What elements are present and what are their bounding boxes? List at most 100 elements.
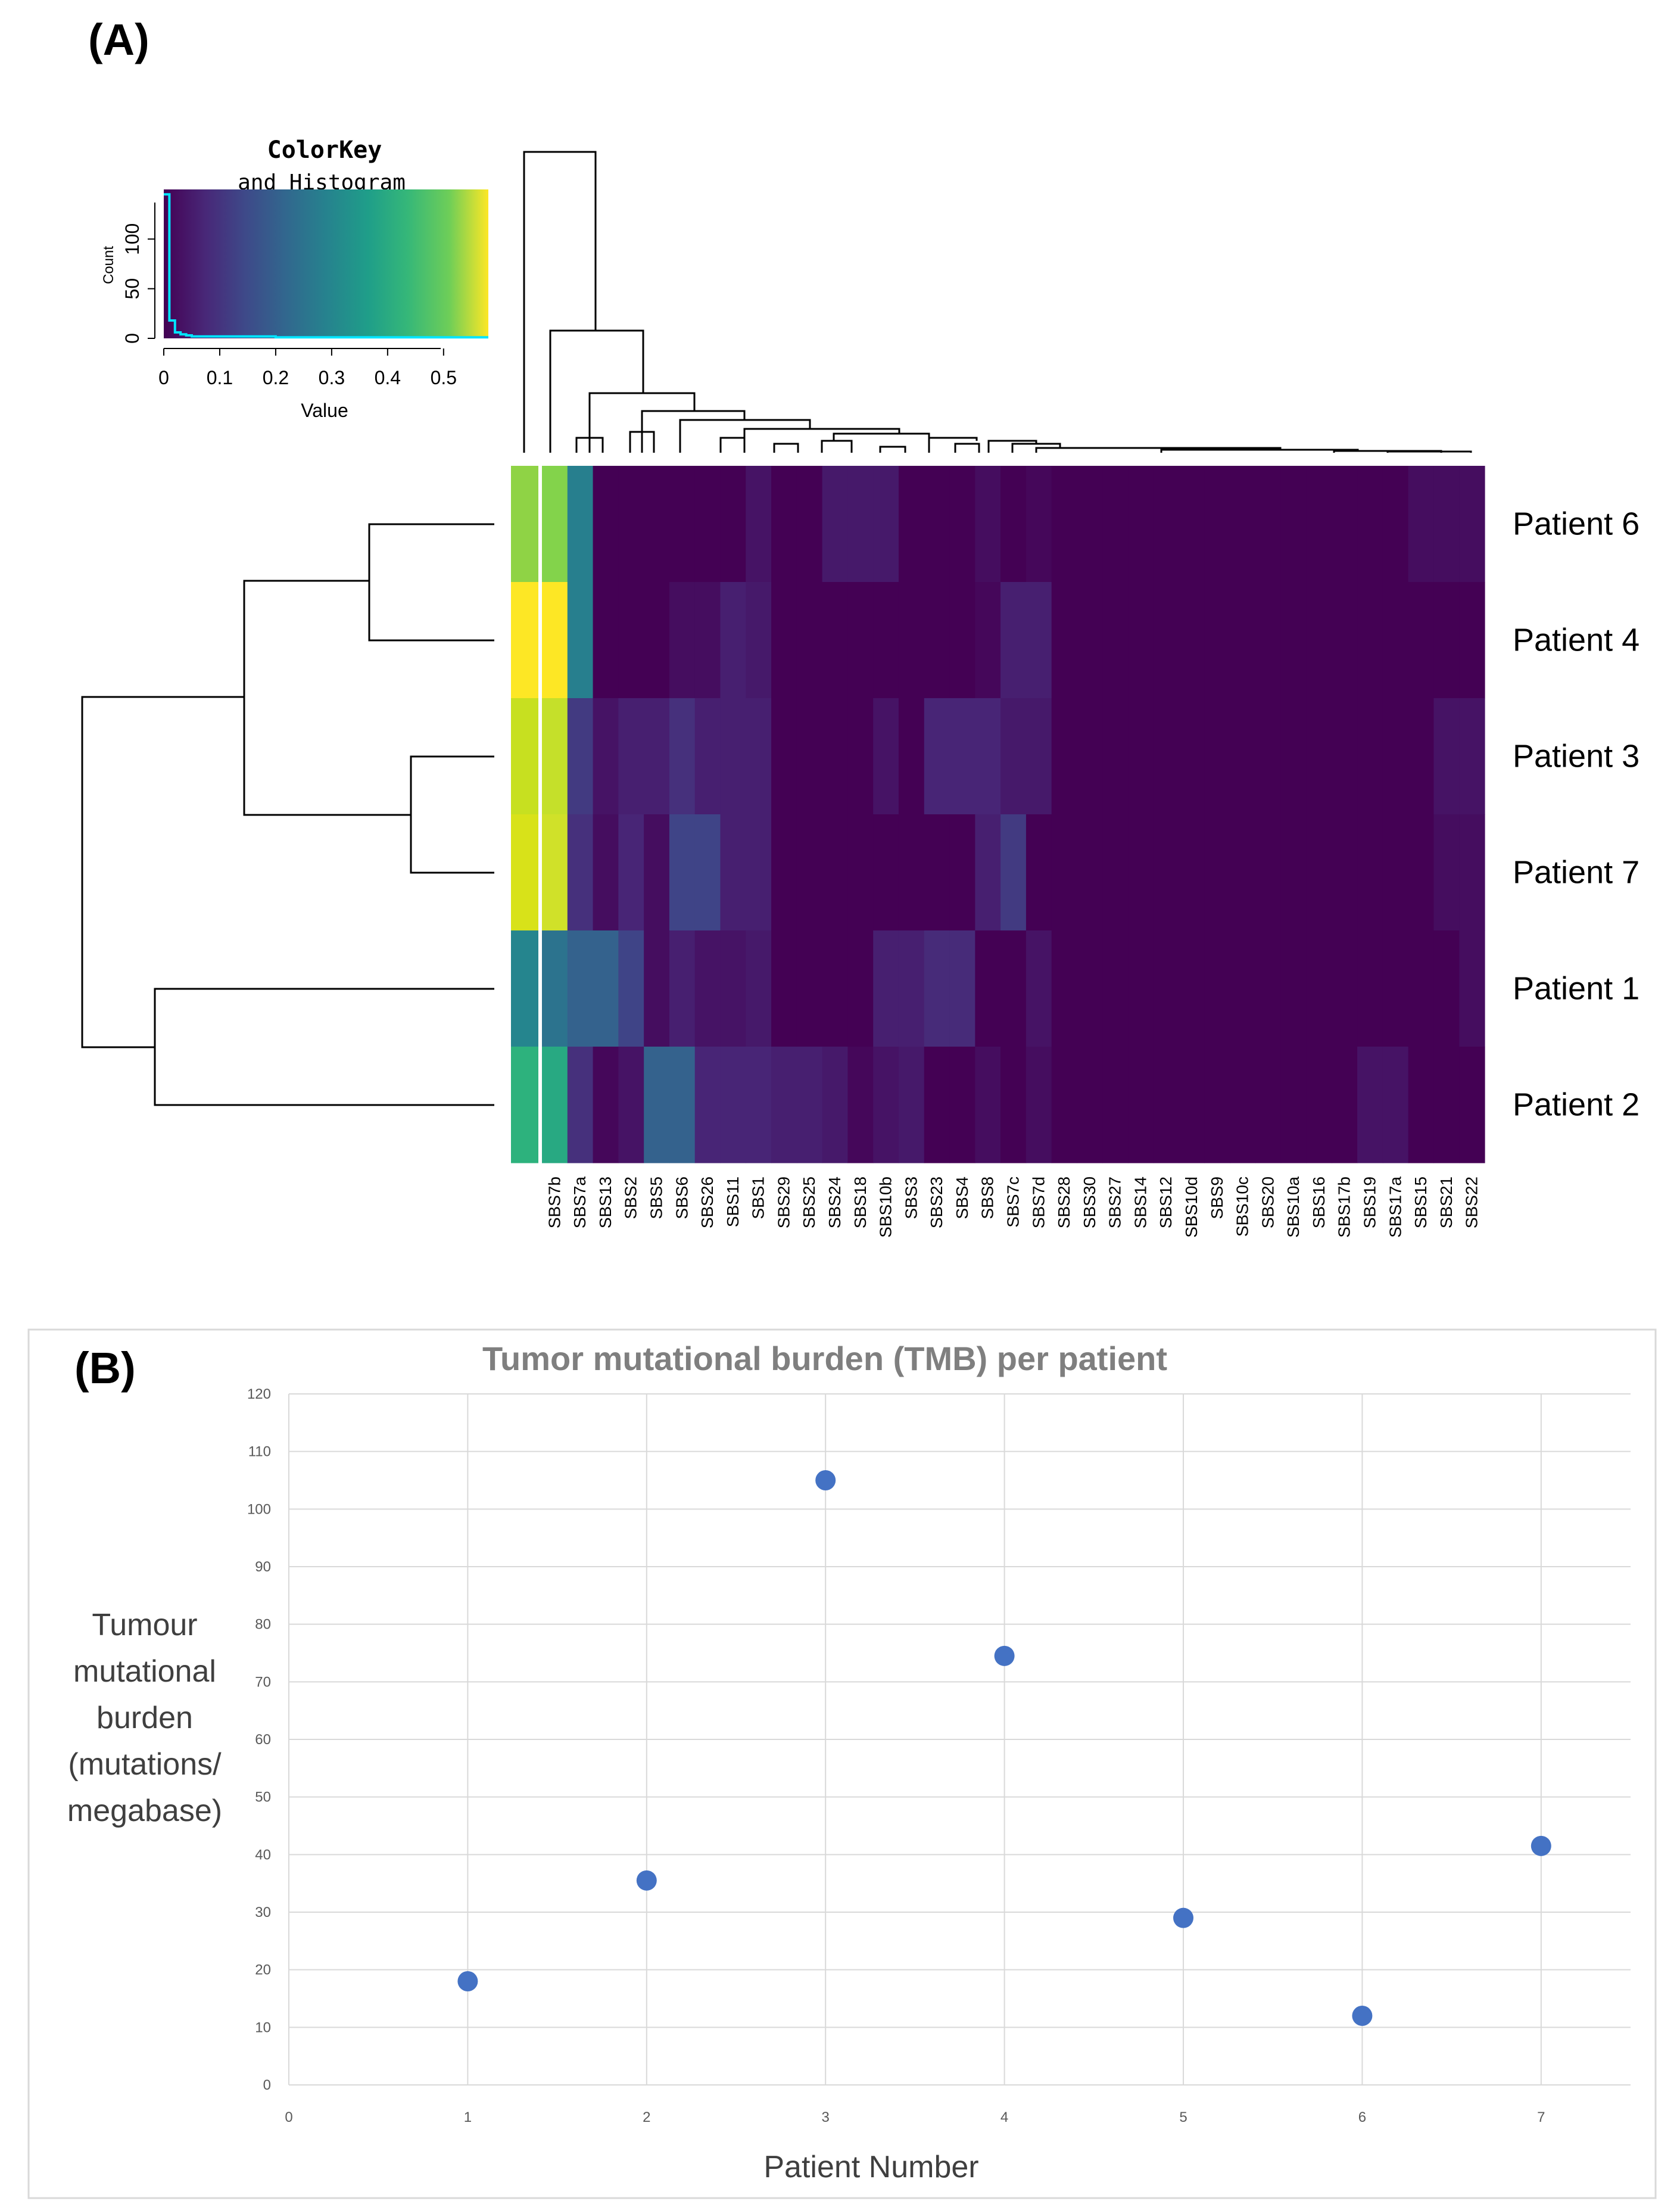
heatmap-cell bbox=[1255, 930, 1282, 1047]
heatmap-cell bbox=[1357, 814, 1383, 931]
heatmap-cell bbox=[1026, 930, 1052, 1047]
x-tick-label: 1 bbox=[464, 2109, 472, 2125]
column-label: SBS28 bbox=[1055, 1176, 1073, 1228]
heatmap-cell bbox=[694, 698, 721, 815]
heatmap-cell bbox=[873, 698, 899, 815]
y-tick-label: 40 bbox=[255, 1847, 271, 1863]
heatmap-cell bbox=[949, 582, 975, 699]
heatmap-cell bbox=[1433, 698, 1460, 815]
heatmap-cell bbox=[1306, 582, 1332, 699]
color-key-x-tick-label: 0.3 bbox=[319, 367, 345, 388]
column-label: SBS4 bbox=[953, 1176, 971, 1219]
column-dendrogram bbox=[523, 151, 1472, 453]
heatmap-cell bbox=[924, 814, 950, 931]
heatmap-cell bbox=[796, 698, 823, 815]
heatmap-cell bbox=[669, 814, 696, 931]
data-point bbox=[1173, 1907, 1193, 1928]
heatmap-cell bbox=[1051, 1047, 1078, 1163]
heatmap-cell bbox=[1408, 1047, 1435, 1163]
heatmap-cell bbox=[567, 582, 594, 699]
heatmap-cell bbox=[1179, 930, 1205, 1047]
heatmap-cell bbox=[822, 930, 848, 1047]
heatmap-cell bbox=[1255, 1047, 1282, 1163]
heatmap-cell bbox=[873, 466, 899, 583]
heatmap-cell bbox=[1230, 698, 1256, 815]
x-tick-labels: 0 1 2 3 4 5 6 7 bbox=[285, 2109, 1545, 2125]
column-label: SBS10b bbox=[877, 1176, 895, 1238]
heatmap-cell bbox=[924, 466, 950, 583]
data-point bbox=[1531, 1835, 1551, 1856]
heatmap-cell bbox=[1128, 698, 1154, 815]
y-axis-label: Tumour mutational burden (mutations/megabas… bbox=[67, 1608, 222, 1828]
column-label: SBS30 bbox=[1080, 1176, 1099, 1228]
column-label: SBS5 bbox=[647, 1176, 666, 1219]
heatmap-cell bbox=[593, 582, 619, 699]
heatmap-cell bbox=[669, 1047, 696, 1163]
column-label: SBS11 bbox=[724, 1176, 742, 1227]
x-tick-label: 4 bbox=[1000, 2109, 1008, 2125]
heatmap-cell bbox=[1077, 930, 1103, 1047]
color-key-gradient bbox=[164, 189, 488, 338]
data-point bbox=[1352, 2006, 1373, 2026]
heatmap-cell bbox=[1332, 466, 1358, 583]
heatmap-cell bbox=[567, 814, 594, 931]
color-key-y-tick-label: 100 bbox=[121, 223, 143, 255]
color-key-x-tick-label: 0.2 bbox=[263, 367, 289, 388]
heatmap-cell bbox=[1077, 698, 1103, 815]
heatmap-cell bbox=[618, 814, 644, 931]
heatmap-cell bbox=[1153, 1047, 1180, 1163]
heatmap-cell bbox=[1230, 582, 1256, 699]
heatmap-cell bbox=[1433, 466, 1460, 583]
heatmap-column-labels: SBS7b SBS7a SBS13 SBS2 SBS5 SBS6 SBS26 SBS11 SBS… bbox=[545, 1176, 1480, 1238]
y-axis-label-line: (mutations/ bbox=[68, 1747, 222, 1782]
heatmap-cell bbox=[873, 930, 899, 1047]
heatmap-cell bbox=[694, 582, 721, 699]
y-axis-label-line: megabase) bbox=[67, 1794, 222, 1828]
column-label: SBS7c bbox=[1004, 1176, 1023, 1228]
row-dendrogram bbox=[81, 523, 494, 1106]
heatmap-cell bbox=[618, 466, 644, 583]
y-axis-label-line: mutational bbox=[73, 1654, 216, 1689]
heatmap-cell bbox=[567, 466, 594, 583]
y-tick-label: 90 bbox=[255, 1559, 271, 1575]
x-tick-label: 3 bbox=[822, 2109, 830, 2125]
heatmap-cell bbox=[1230, 814, 1256, 931]
heatmap-cell bbox=[1128, 814, 1154, 931]
heatmap-cell bbox=[949, 1047, 975, 1163]
heatmap-cell bbox=[1306, 930, 1332, 1047]
row-label: Patient 4 bbox=[1513, 622, 1640, 658]
heatmap-cell bbox=[542, 814, 568, 931]
column-label: SBS22 bbox=[1463, 1176, 1481, 1228]
heatmap-cell bbox=[694, 466, 721, 583]
heatmap-cell bbox=[1179, 582, 1205, 699]
heatmap-cell bbox=[771, 466, 797, 583]
heatmap-cell bbox=[1306, 814, 1332, 931]
heatmap-cell bbox=[746, 814, 772, 931]
x-tick-label: 0 bbox=[285, 2109, 292, 2125]
heatmap-cell bbox=[720, 582, 746, 699]
heatmap-cell bbox=[1433, 814, 1460, 931]
heatmap-cell bbox=[1382, 582, 1409, 699]
heatmap-cell bbox=[593, 698, 619, 815]
heatmap-cell bbox=[924, 1047, 950, 1163]
heatmap-cell bbox=[1280, 582, 1307, 699]
heatmap-cell bbox=[796, 814, 823, 931]
heatmap-cell bbox=[1230, 930, 1256, 1047]
heatmap-cell bbox=[746, 698, 772, 815]
y-tick-label: 10 bbox=[255, 2019, 271, 2035]
heatmap-cell bbox=[1255, 698, 1282, 815]
heatmap-cell bbox=[1000, 1047, 1027, 1163]
heatmap-cell bbox=[720, 814, 746, 931]
heatmap-cell bbox=[1128, 582, 1154, 699]
heatmap-cell bbox=[1077, 814, 1103, 931]
color-key-x-tick-label: 0.5 bbox=[431, 367, 457, 388]
data-point bbox=[994, 1645, 1015, 1666]
heatmap-cell bbox=[1026, 814, 1052, 931]
heatmap-cell bbox=[1280, 814, 1307, 931]
heatmap-cell bbox=[542, 930, 568, 1047]
data-point bbox=[815, 1470, 836, 1490]
heatmap-cell bbox=[567, 1047, 594, 1163]
y-axis-label-line: burden bbox=[96, 1701, 193, 1735]
row-side-color bbox=[511, 466, 538, 583]
